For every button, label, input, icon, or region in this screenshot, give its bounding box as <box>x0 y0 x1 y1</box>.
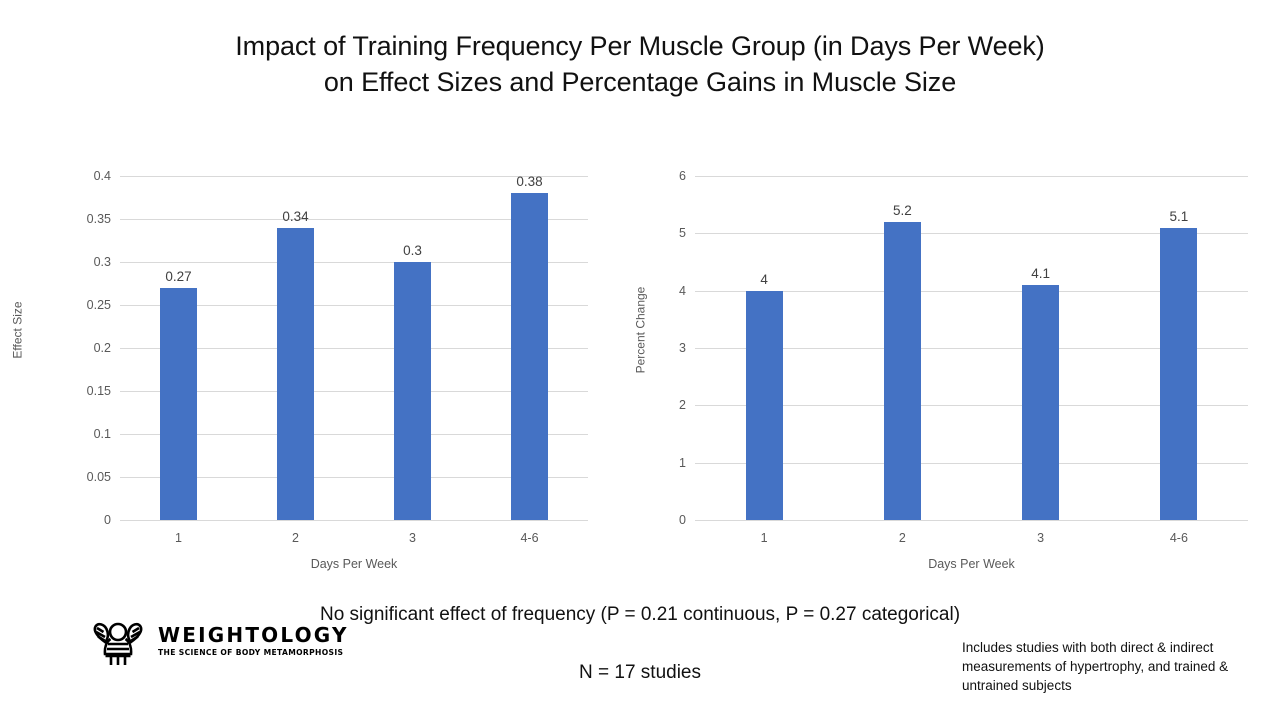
effect-size-bar-value-label: 0.3 <box>403 243 422 258</box>
statistics-note: No significant effect of frequency (P = … <box>319 604 961 625</box>
percent-change-gridline <box>695 290 1248 292</box>
percent-change-x-tick-label: 1 <box>760 531 768 545</box>
percent-change-y-tick-label: 0 <box>679 513 686 527</box>
effect-size-gridline <box>120 520 588 521</box>
percent-change-gridline <box>695 176 1248 177</box>
effect-size-x-tick-label: 4-6 <box>520 531 539 545</box>
percent-change-y-tick-label: 6 <box>679 169 686 183</box>
effect-size-bar <box>277 227 314 520</box>
percent-change-bar <box>883 221 921 520</box>
logo-wordmark: WEIGHTOLOGY <box>158 623 349 647</box>
effect-size-gridline <box>120 391 588 392</box>
flexing-figure-icon <box>93 622 143 665</box>
percent-change-gridline <box>695 405 1248 407</box>
logo-tagline: THE SCIENCE OF BODY METAMORPHOSIS <box>158 648 344 657</box>
percent-change-y-tick-label: 1 <box>679 455 686 470</box>
percent-change-bar <box>1160 227 1198 520</box>
effect-size-gridline <box>120 176 588 177</box>
effect-size-x-tick-label: 2 <box>292 531 299 545</box>
effect-size-gridline <box>120 305 588 306</box>
page-title-line-1: Impact of Training Frequency Per Muscle … <box>235 31 1045 61</box>
percent-change-x-axis-title: Days Per Week <box>928 557 1015 571</box>
percent-change-y-axis-title-text: Percent Change <box>633 286 648 374</box>
effect-size-y-tick-label: 0.05 <box>86 470 111 484</box>
effect-size-bar <box>394 262 431 520</box>
percent-change-y-tick-label: 3 <box>679 341 686 355</box>
methods-note: Includes studies with both direct & indi… <box>962 640 1229 693</box>
effect-size-y-tick-label: 0.1 <box>93 427 111 441</box>
percent-change-chart: Percent Change Days Per Week 0 1 2 3 4 5 6 4 1 5.… <box>630 150 1270 580</box>
percent-change-bar-value-label: 4.1 <box>1031 265 1051 281</box>
percent-change-gridline <box>695 462 1248 464</box>
percent-change-y-tick-label: 2 <box>679 398 686 413</box>
effect-size-plot-area: Days Per Week 0 0.05 0.1 0.15 0.2 0.25 0.3 0.35… <box>87 169 588 571</box>
effect-size-gridline <box>120 434 588 435</box>
sample-size-note: N = 17 studies <box>579 662 701 683</box>
page-title-line-2: on Effect Sizes and Percentage Gains in … <box>323 67 957 97</box>
percent-change-bar <box>1022 284 1060 520</box>
effect-size-y-tick-label: 0 <box>104 513 111 527</box>
effect-size-x-tick-label: 1 <box>175 531 182 545</box>
percent-change-bar-value-label: 5.2 <box>892 202 912 218</box>
percent-change-bar-value-label: 4 <box>760 271 768 287</box>
effect-size-bar <box>160 287 197 520</box>
weightology-logo: WEIGHTOLOGY THE SCIENCE OF BODY METAMORP… <box>84 620 346 668</box>
percent-change-y-axis-title: Percent Change <box>630 150 650 510</box>
percent-change-x-tick-label: 3 <box>1037 531 1045 545</box>
effect-size-y-axis-title-text: Effect Size <box>11 301 26 359</box>
effect-size-x-axis-title: Days Per Week <box>310 557 398 571</box>
effect-size-y-tick-label: 0.25 <box>86 298 111 312</box>
percent-change-plot-area: Days Per Week 0 1 2 3 4 5 6 4 1 5.2 2 4.1 3 5.1 4-6 <box>679 169 1248 571</box>
percent-change-y-tick-label: 5 <box>679 226 686 241</box>
effect-size-y-tick-label: 0.4 <box>93 169 111 183</box>
effect-size-gridline <box>120 262 588 263</box>
effect-size-bar <box>511 193 548 520</box>
effect-size-chart: Effect Size Days Per Week 0 0.05 0.1 0.15 0.… <box>8 150 628 580</box>
effect-size-bar-value-label: 0.38 <box>516 174 543 190</box>
effect-size-y-tick-label: 0.35 <box>86 212 111 226</box>
percent-change-gridline <box>695 233 1248 235</box>
effect-size-y-tick-label: 0.2 <box>93 341 111 355</box>
effect-size-y-tick-label: 0.15 <box>86 384 111 398</box>
effect-size-gridline <box>120 477 588 478</box>
effect-size-bar-value-label: 0.27 <box>165 268 192 284</box>
percent-change-y-tick-label: 4 <box>679 283 686 298</box>
effect-size-gridline <box>120 348 588 349</box>
page-title: Impact of Training Frequency Per Muscle … <box>0 28 1280 100</box>
percent-change-bar-value-label: 5.1 <box>1169 208 1189 224</box>
effect-size-y-tick-label: 0.3 <box>93 255 111 269</box>
percent-change-x-tick-label: 4-6 <box>1169 531 1188 545</box>
effect-size-bar-value-label: 0.34 <box>282 208 309 224</box>
effect-size-gridline <box>120 219 588 220</box>
percent-change-gridline <box>695 520 1248 521</box>
effect-size-x-tick-label: 3 <box>409 531 416 545</box>
percent-change-gridline <box>695 348 1248 349</box>
effect-size-y-axis-title: Effect Size <box>8 150 28 510</box>
percent-change-bar <box>745 290 783 520</box>
percent-change-x-tick-label: 2 <box>898 531 906 545</box>
